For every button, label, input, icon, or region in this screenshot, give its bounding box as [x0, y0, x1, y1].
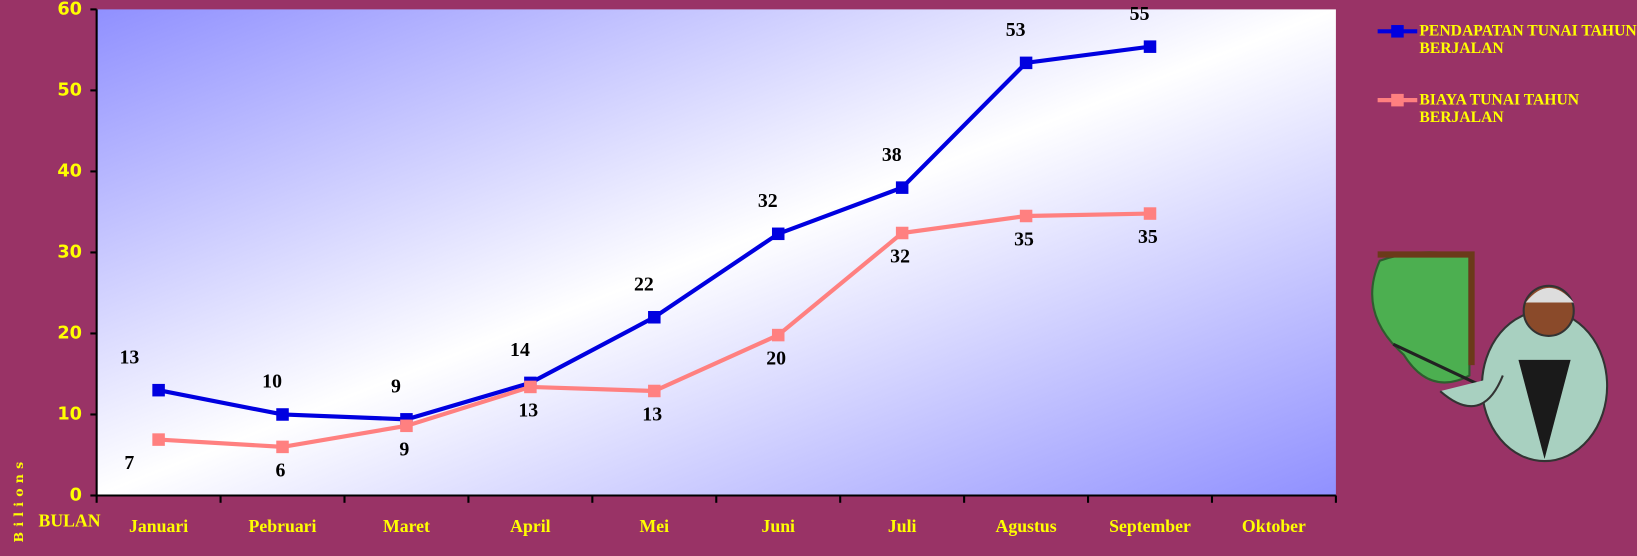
- data-label: 9: [399, 438, 409, 460]
- data-label: 13: [642, 404, 662, 426]
- y-tick-label: 30: [57, 242, 82, 262]
- data-label: 9: [391, 376, 401, 398]
- data-label: 53: [1006, 19, 1026, 41]
- data-label: 13: [518, 400, 538, 422]
- data-label: 22: [634, 274, 654, 296]
- marker: [772, 228, 785, 241]
- marker: [276, 408, 289, 421]
- marker: [1020, 210, 1033, 223]
- y-tick-label: 50: [57, 80, 82, 100]
- legend-marker: [1391, 25, 1404, 38]
- x-tick-label: Mei: [640, 516, 670, 536]
- marker: [896, 227, 909, 240]
- legend-label: PENDAPATAN TUNAI TAHUN BERJALAN: [1419, 23, 1637, 58]
- data-label: 7: [124, 452, 134, 474]
- marker: [152, 384, 165, 397]
- x-tick-label: Agustus: [996, 516, 1057, 536]
- marker: [772, 329, 785, 342]
- marker: [1144, 207, 1157, 220]
- x-tick-label: Juli: [888, 516, 917, 536]
- y-tick-label: 40: [57, 161, 82, 181]
- y-tick-label: 60: [57, 0, 82, 19]
- marker: [276, 441, 289, 454]
- legend-entry: BIAYA TUNAI TAHUN BERJALAN: [1419, 92, 1637, 134]
- legend-marker: [1391, 94, 1404, 107]
- x-tick-label: Maret: [383, 516, 430, 536]
- marker: [1144, 40, 1157, 53]
- legend-label: BIAYA TUNAI TAHUN BERJALAN: [1419, 92, 1637, 127]
- legend-entry: PENDAPATAN TUNAI TAHUN BERJALAN: [1419, 23, 1637, 65]
- data-label: 55: [1130, 3, 1150, 25]
- data-label: 20: [766, 348, 786, 370]
- marker: [648, 311, 661, 324]
- plot-area: [97, 9, 1336, 495]
- y-tick-label: 20: [57, 323, 82, 343]
- y-axis-label: Bilions: [11, 457, 26, 543]
- data-label: 6: [275, 459, 285, 481]
- marker: [152, 433, 165, 446]
- marker: [524, 381, 537, 394]
- data-label: 13: [119, 346, 139, 368]
- data-label: 32: [890, 246, 910, 268]
- data-label: 38: [882, 144, 902, 166]
- data-label: 10: [262, 371, 282, 393]
- marker: [1020, 57, 1033, 70]
- x-tick-label: Juni: [761, 516, 795, 536]
- x-tick-label: Januari: [129, 516, 188, 536]
- marker: [896, 181, 909, 194]
- y-tick-label: 10: [57, 404, 82, 424]
- x-tick-label: Pebruari: [249, 516, 317, 536]
- marker: [400, 420, 413, 433]
- marker: [648, 385, 661, 398]
- data-label: 35: [1014, 229, 1034, 251]
- y-tick-label: 0: [70, 485, 82, 505]
- x-tick-label: Oktober: [1242, 516, 1306, 536]
- x-tick-label: April: [510, 516, 550, 536]
- data-label: 14: [510, 339, 530, 361]
- x-axis-label: BULAN: [39, 511, 101, 531]
- data-label: 35: [1138, 226, 1158, 248]
- data-label: 32: [758, 190, 778, 212]
- x-tick-label: September: [1109, 516, 1191, 536]
- chart: BULAN Bilions 0 10 20 30 40 50 60 Januari Pebrua…: [0, 0, 1637, 556]
